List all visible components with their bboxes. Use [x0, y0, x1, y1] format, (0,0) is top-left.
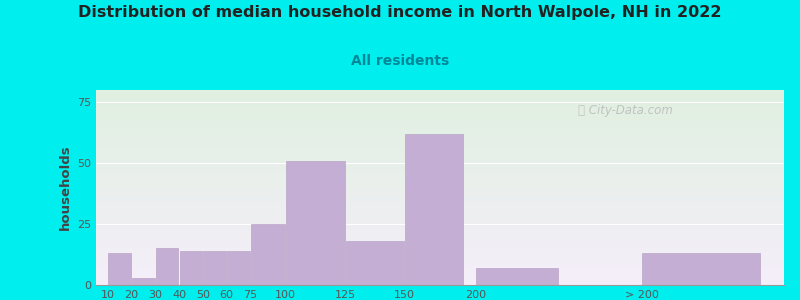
Bar — [180, 251, 202, 285]
Bar — [132, 278, 154, 285]
Bar — [405, 134, 463, 285]
Bar — [286, 161, 345, 285]
Bar — [642, 253, 760, 285]
Bar — [156, 248, 178, 285]
Bar — [346, 241, 404, 285]
Bar — [227, 251, 250, 285]
Bar — [203, 251, 226, 285]
Y-axis label: households: households — [58, 145, 71, 230]
Text: ⓘ City-Data.com: ⓘ City-Data.com — [578, 103, 673, 117]
Bar — [251, 224, 285, 285]
Text: Distribution of median household income in North Walpole, NH in 2022: Distribution of median household income … — [78, 4, 722, 20]
Bar — [109, 253, 131, 285]
Bar — [476, 268, 558, 285]
Text: All residents: All residents — [351, 54, 449, 68]
